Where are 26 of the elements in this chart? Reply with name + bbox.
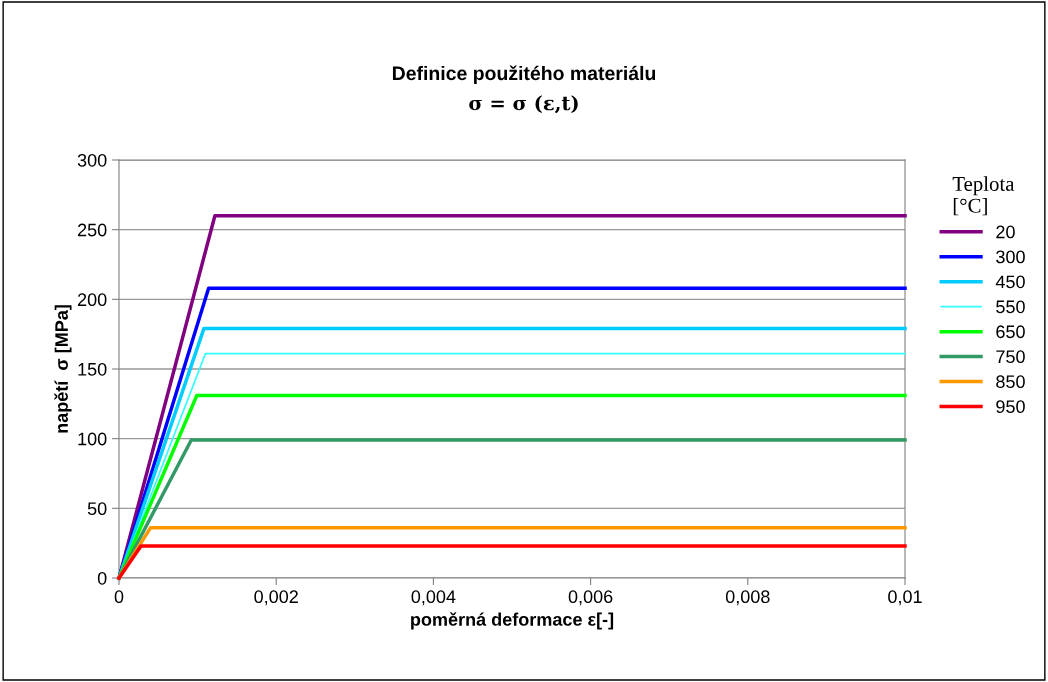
x-tick-label: 0,002 — [254, 590, 298, 606]
y-tick-label: 100 — [78, 432, 107, 446]
y-axis-title: napětí σ [MPa] — [54, 305, 72, 433]
legend-label: 850 — [996, 375, 1025, 389]
x-tick-label: 0,006 — [568, 590, 613, 606]
legend-label: 20 — [996, 225, 1015, 239]
y-tick-label: 0 — [97, 571, 107, 585]
y-tick-label: 250 — [77, 223, 107, 237]
legend-title: Teplota [°C] — [952, 176, 1015, 216]
y-tick-label: 150 — [78, 362, 107, 376]
legend-label: 650 — [996, 325, 1025, 339]
legend-label: 750 — [996, 350, 1025, 364]
x-tick-label: 0 — [114, 590, 124, 604]
legend-label: 950 — [996, 400, 1025, 414]
y-tick-label: 50 — [87, 502, 107, 516]
chart-title: Definice použitého materiálu — [392, 65, 656, 85]
x-tick-label: 0,008 — [725, 590, 770, 606]
legend-label: 300 — [996, 250, 1025, 264]
legend-label: 450 — [995, 275, 1025, 289]
x-tick-label: 0,004 — [411, 590, 456, 606]
x-axis-title: poměrná deformace ε[-] — [411, 612, 614, 630]
x-tick-label: 0,01 — [888, 590, 922, 606]
legend-label: 550 — [996, 300, 1025, 314]
y-tick-label: 300 — [77, 153, 107, 167]
y-tick-label: 200 — [77, 293, 107, 307]
chart-subtitle: σ = σ (ε,t) — [469, 95, 578, 114]
